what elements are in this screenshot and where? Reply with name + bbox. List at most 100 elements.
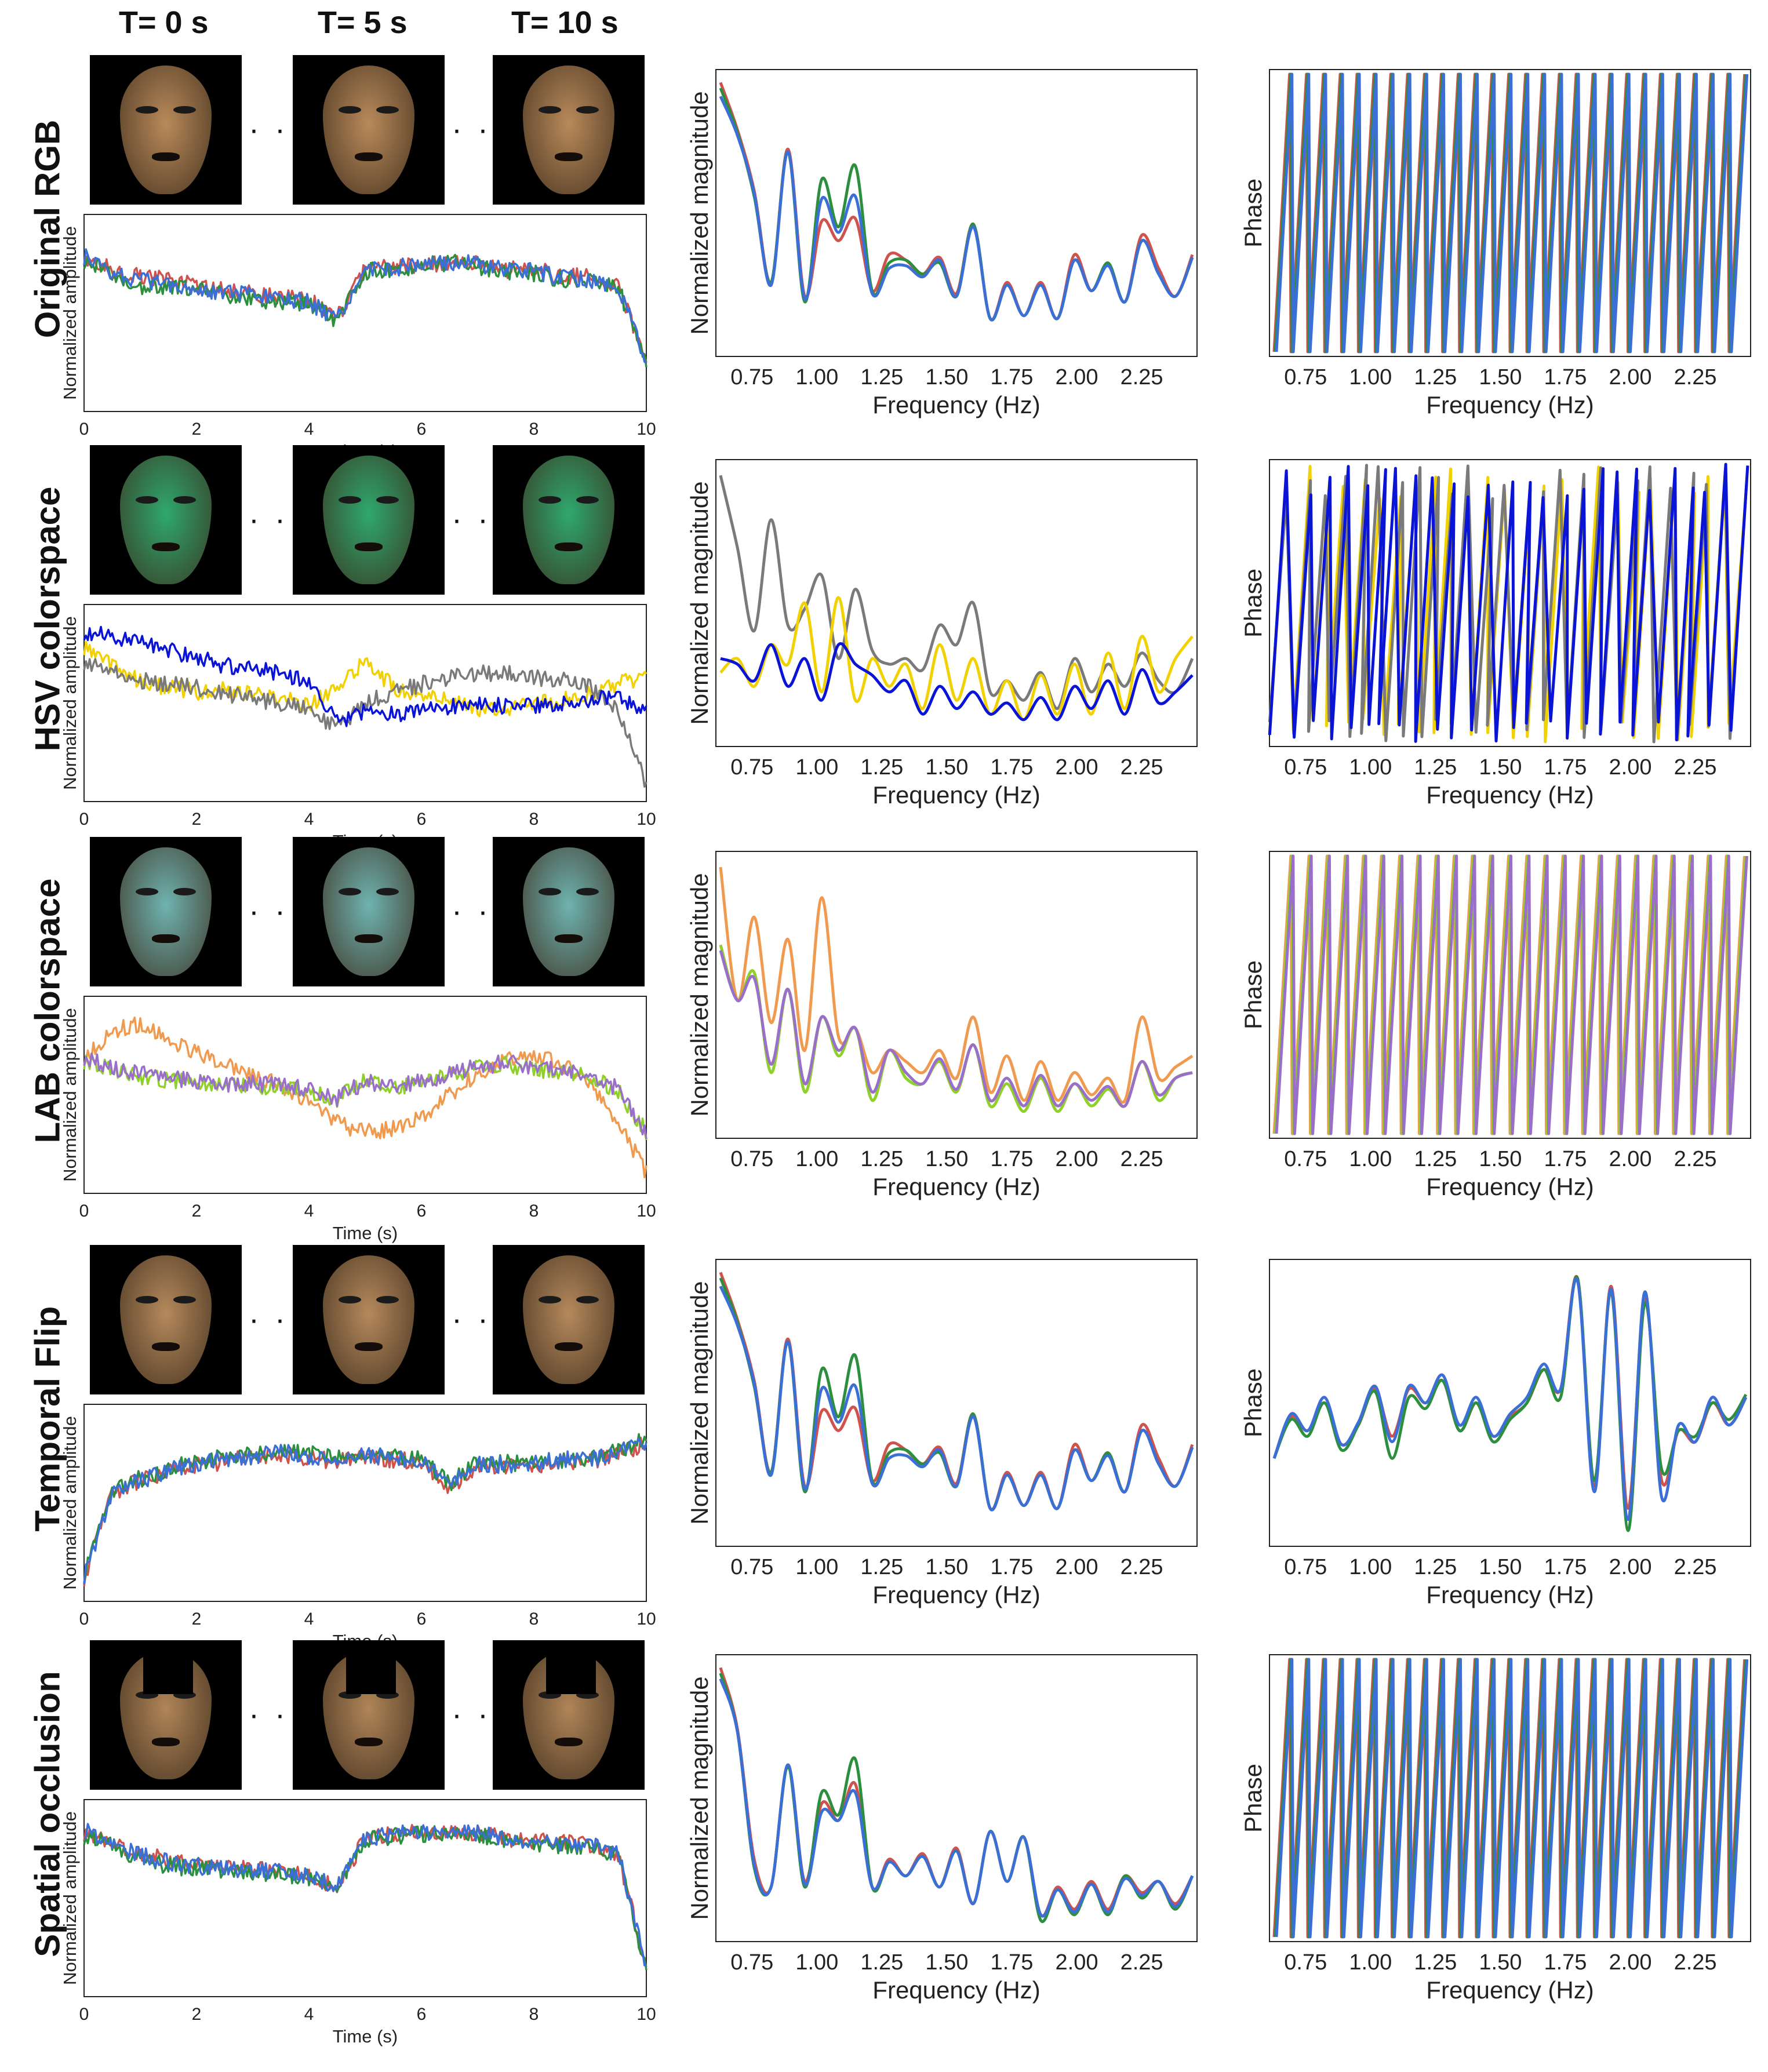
- face-mouth: [152, 152, 180, 162]
- face-mouth: [555, 152, 583, 162]
- x-tick-label: 2.00: [1056, 1555, 1098, 1579]
- face-frame: [493, 445, 645, 595]
- y-axis-label: Normalized amplitude: [60, 1008, 80, 1182]
- x-tick-label: 2.25: [1121, 1555, 1163, 1579]
- y-axis-label: Phase: [1239, 179, 1267, 247]
- face-mouth: [152, 542, 180, 552]
- x-tick-label: 6: [417, 1609, 427, 1629]
- y-axis-label: Phase: [1239, 1368, 1267, 1437]
- face-frame: [293, 55, 445, 205]
- magnitude-chart: 0.75 1.00 1.25 1.50 1.75 2.00 2.25 Frequency (H…: [686, 69, 1198, 418]
- phase-series-line: [1275, 854, 1748, 1135]
- phase-chart: 0.75 1.00 1.25 1.50 1.75 2.00 2.25 Frequency (H…: [1239, 851, 1751, 1200]
- x-tick-label: 1.50: [925, 1950, 968, 1975]
- face-skin: [120, 1255, 212, 1384]
- x-tick-label: 1.75: [990, 1950, 1033, 1975]
- x-tick-label: 0.75: [1284, 1147, 1327, 1171]
- x-tick-label: 1.00: [1349, 1950, 1392, 1975]
- face-mouth: [555, 934, 583, 944]
- face-frame: [293, 445, 445, 595]
- face-skin: [120, 456, 212, 584]
- x-axis-label: Frequency (Hz): [872, 391, 1040, 418]
- phase-series-line: [1275, 72, 1749, 354]
- magnitude-chart: 0.75 1.00 1.25 1.50 1.75 2.00 2.25 Frequency (H…: [686, 851, 1198, 1200]
- magnitude-chart: 0.75 1.00 1.25 1.50 1.75 2.00 2.25 Frequency (H…: [686, 1654, 1198, 2004]
- face-mouth: [152, 934, 180, 944]
- face-skin: [523, 65, 614, 194]
- occlusion-patch: [345, 1640, 396, 1694]
- y-axis-label: Normalized magnitude: [686, 1281, 713, 1524]
- x-tick-label: 1.25: [1414, 365, 1457, 389]
- x-tick-label: 1.00: [1349, 755, 1392, 780]
- x-tick-label: 0: [79, 1609, 89, 1629]
- plot-frame: [83, 214, 647, 412]
- face-frame: [90, 837, 242, 986]
- plot-frame: [715, 459, 1198, 747]
- face-mouth: [355, 934, 383, 944]
- x-axis-label: Frequency (Hz): [872, 1976, 1040, 2004]
- x-tick-label: 1.00: [1349, 1147, 1392, 1171]
- phase-series-line: [1272, 1277, 1748, 1521]
- magnitude-series-line: [719, 1286, 1194, 1512]
- y-axis-label: Normalized magnitude: [686, 481, 713, 724]
- face-eye: [538, 1295, 561, 1303]
- face-frame: [90, 1640, 242, 1790]
- face-eye: [173, 496, 197, 504]
- x-axis-label: Frequency (Hz): [872, 1173, 1040, 1200]
- face-eye: [338, 887, 361, 895]
- time-series-line: [83, 1016, 647, 1179]
- x-tick-label: 1.25: [1414, 1950, 1457, 1975]
- x-tick-label: 1.25: [860, 755, 903, 780]
- face-eye: [135, 496, 158, 504]
- time-series-line: [83, 658, 647, 788]
- face-eye: [173, 1295, 197, 1303]
- y-axis-label: Normalized amplitude: [60, 616, 80, 790]
- face-mouth: [355, 1737, 383, 1747]
- x-tick-label: 0: [79, 1201, 89, 1221]
- time-series-line: [83, 625, 647, 727]
- x-axis-label: Frequency (Hz): [872, 781, 1040, 809]
- y-axis-label: Normalized amplitude: [60, 226, 80, 400]
- x-tick-label: 1.00: [795, 365, 838, 389]
- x-tick-label: 1.25: [860, 1950, 903, 1975]
- x-tick-label: 1.75: [1544, 1147, 1587, 1171]
- x-tick-label: 0.75: [730, 365, 773, 389]
- magnitude-series-line: [719, 1678, 1194, 1918]
- x-tick-label: 1.25: [1414, 755, 1457, 780]
- face-skin: [523, 1255, 614, 1384]
- time-series-line: [83, 248, 647, 364]
- x-tick-label: 4: [304, 1201, 314, 1221]
- plot-frame: [715, 69, 1198, 357]
- x-tick-label: 0.75: [1284, 1555, 1327, 1579]
- x-tick-label: 1.50: [925, 1555, 968, 1579]
- time-series-line: [83, 1437, 647, 1585]
- time-series-line: [83, 1823, 647, 1967]
- face-frame: [90, 1245, 242, 1394]
- face-eye: [173, 105, 197, 114]
- x-tick-label: 8: [529, 1201, 539, 1221]
- x-tick-label: 1.00: [1349, 365, 1392, 389]
- phase-chart: 0.75 1.00 1.25 1.50 1.75 2.00 2.25 Frequency (H…: [1239, 1654, 1751, 2004]
- face-eye: [538, 887, 561, 895]
- x-tick-label: 1.75: [1544, 1950, 1587, 1975]
- x-tick-label: 1.75: [1544, 1555, 1587, 1579]
- x-tick-label: 2: [192, 1201, 202, 1221]
- x-tick-label: 1.75: [1544, 365, 1587, 389]
- face-eye: [376, 887, 399, 895]
- x-tick-label: 1.25: [1414, 1147, 1457, 1171]
- face-eye: [576, 105, 599, 114]
- x-tick-label: 6: [417, 810, 427, 829]
- magnitude-series-line: [720, 642, 1194, 722]
- occlusion-patch: [545, 1640, 596, 1694]
- x-tick-label: 10: [636, 420, 656, 439]
- x-tick-label: 2.00: [1609, 1950, 1652, 1975]
- x-tick-label: 1.00: [795, 1147, 838, 1171]
- y-axis-label: Normalized magnitude: [686, 1676, 713, 1920]
- y-axis-label: Phase: [1239, 1764, 1267, 1833]
- x-tick-label: 4: [304, 420, 314, 439]
- face-skin: [120, 847, 212, 976]
- x-tick-label: 0.75: [730, 1555, 773, 1579]
- x-axis-label: Time (s): [333, 1223, 398, 1243]
